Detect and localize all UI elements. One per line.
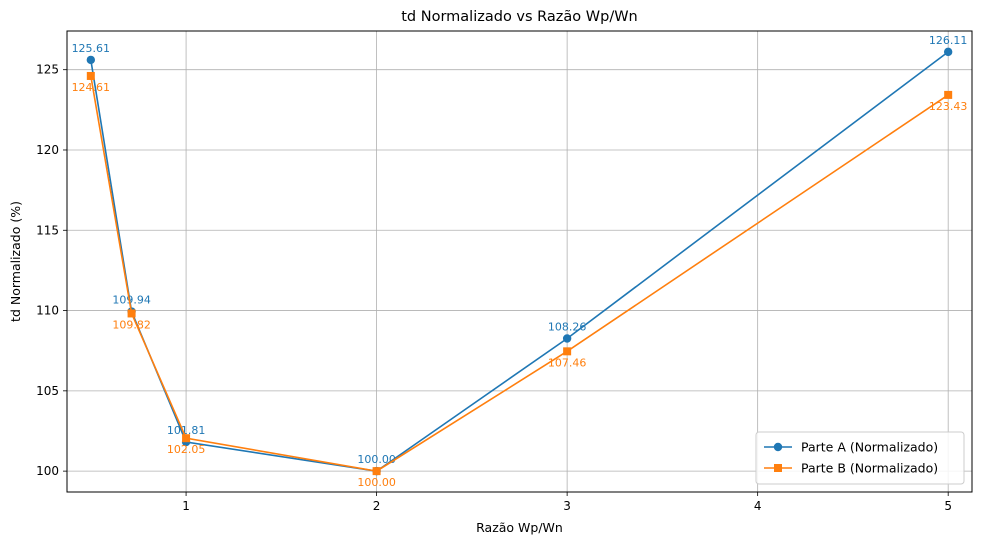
data-point [372, 467, 381, 476]
data-point [86, 71, 95, 80]
data-point [562, 334, 572, 343]
data-point [943, 47, 953, 57]
data-label: 124.61 [72, 81, 111, 94]
axis-ticks: 1 2 3 4 5 100 105 110 115 120 125 [36, 63, 952, 513]
data-point [86, 55, 96, 65]
y-tick-label: 105 [36, 384, 59, 398]
grid [67, 31, 972, 492]
legend-label: Parte A (Normalizado) [801, 440, 938, 455]
data-label: 109.82 [112, 318, 151, 331]
data-label: 108.26 [548, 320, 587, 333]
data-label: 126.11 [929, 34, 968, 47]
x-tick-label: 2 [373, 499, 381, 513]
x-tick-label: 3 [563, 499, 571, 513]
data-label: 100.00 [357, 453, 396, 466]
legend-marker [773, 442, 783, 452]
legend-marker [774, 464, 782, 472]
y-axis-title: td Normalizado (%) [8, 201, 23, 322]
legend: Parte A (Normalizado) Parte B (Normalizad… [755, 431, 965, 485]
data-label: 123.43 [929, 100, 968, 113]
data-point [563, 347, 572, 356]
series-layer: 125.61 109.94 101.81 100.00 108.26 126.11 124.… [72, 34, 968, 489]
legend-box [755, 431, 965, 485]
data-label: 101.81 [167, 424, 206, 437]
data-label: 102.05 [167, 443, 206, 456]
data-label: 107.46 [548, 356, 587, 369]
x-tick-label: 5 [944, 499, 952, 513]
series-line [90, 75, 949, 472]
data-point [944, 90, 953, 99]
data-label: 100.00 [357, 476, 396, 489]
legend-item: Parte A (Normalizado) [764, 440, 938, 455]
chart-title: td Normalizado vs Razão Wp/Wn [401, 9, 638, 25]
legend-item: Parte B (Normalizado) [764, 461, 938, 476]
y-tick-label: 115 [36, 223, 59, 237]
series-1: 124.61 109.82 102.05 100.00 107.46 123.43 [72, 71, 968, 489]
legend-label: Parte B (Normalizado) [801, 461, 938, 476]
y-tick-label: 110 [36, 304, 59, 318]
data-label: 109.94 [112, 294, 151, 307]
y-tick-label: 100 [36, 464, 59, 478]
plot-frame [66, 30, 973, 493]
x-tick-label: 4 [754, 499, 762, 513]
x-tick-label: 1 [182, 499, 190, 513]
y-tick-label: 120 [36, 143, 59, 157]
series-0: 125.61 109.94 101.81 100.00 108.26 126.11 [72, 34, 968, 476]
data-label: 125.61 [72, 42, 111, 55]
y-tick-label: 125 [36, 63, 59, 77]
x-axis-title: Razão Wp/Wn [476, 520, 563, 535]
data-point [182, 434, 191, 443]
data-point [127, 309, 136, 318]
